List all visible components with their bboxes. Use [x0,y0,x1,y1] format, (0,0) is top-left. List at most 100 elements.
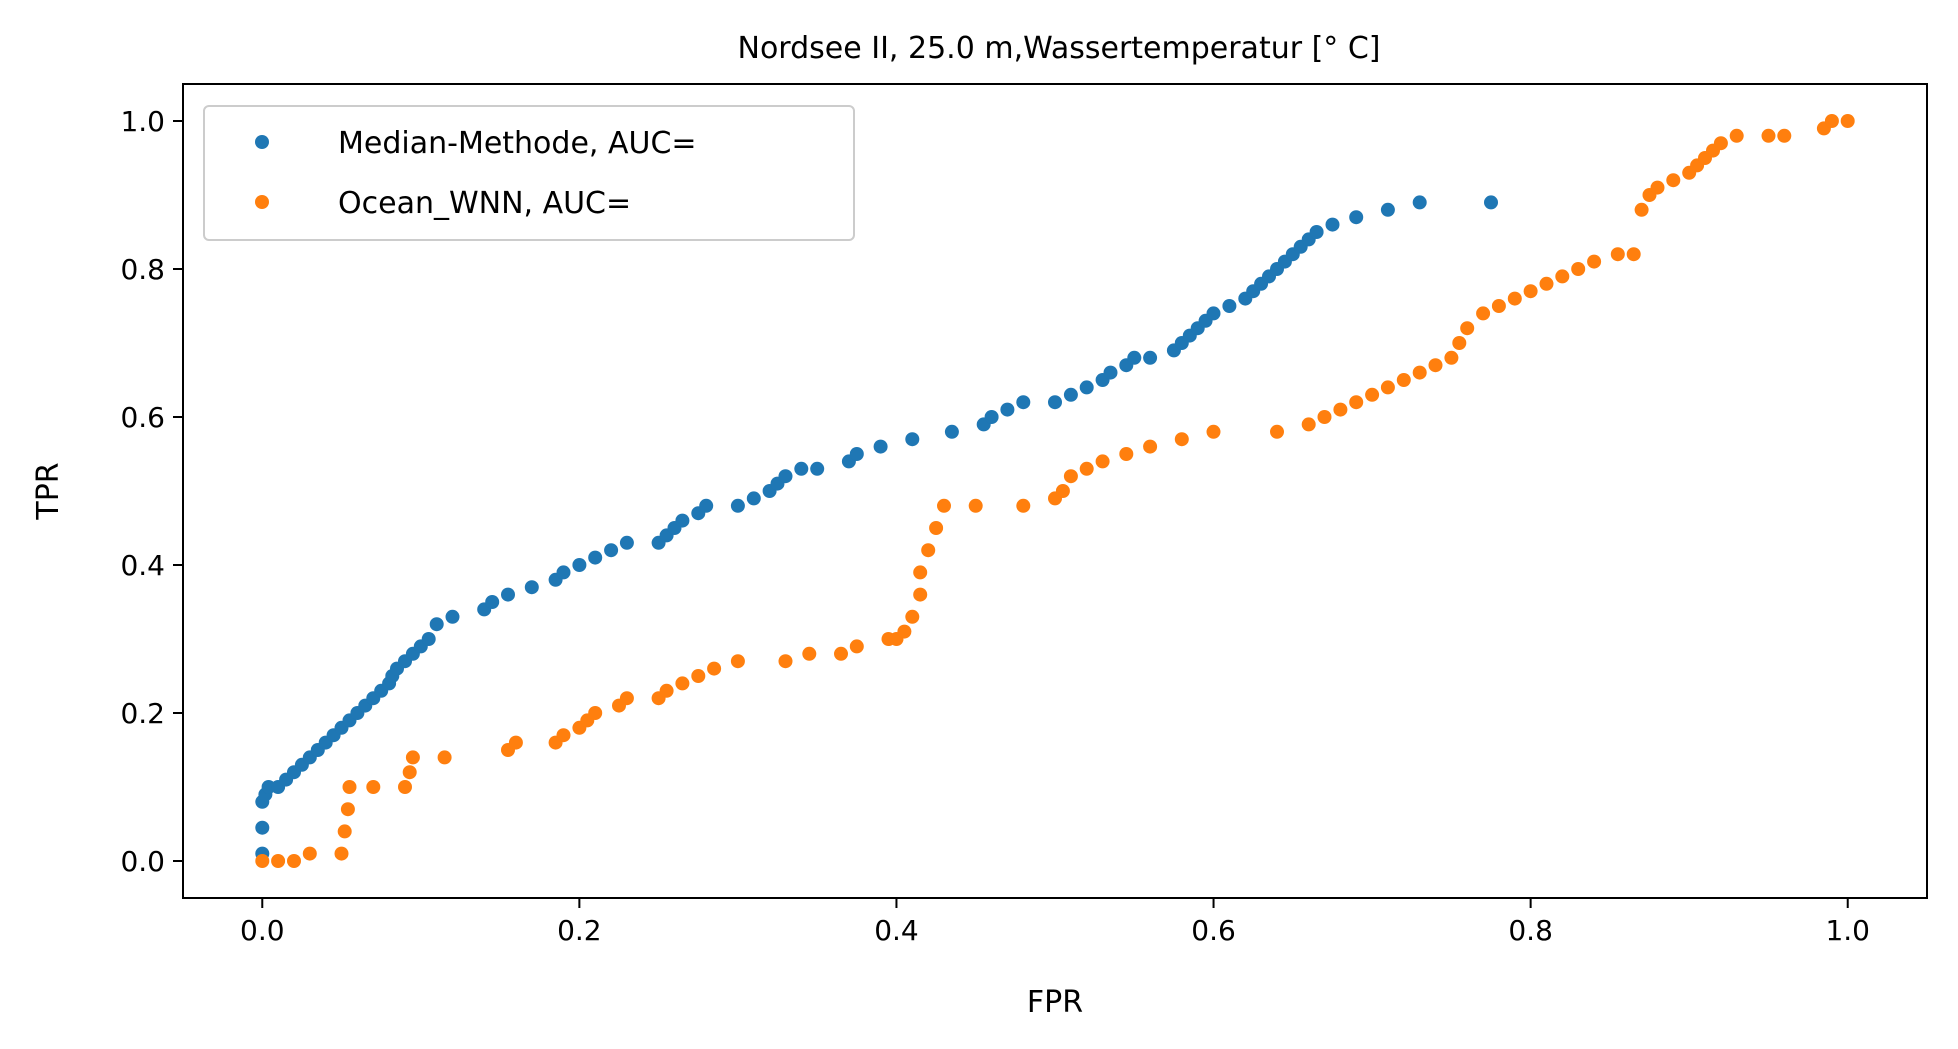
legend-box [203,105,855,241]
data-point [1079,461,1094,476]
data-point [1206,306,1221,321]
chart-title: Nordsee II, 25.0 m,Wassertemperatur [° C… [738,31,1381,66]
data-point [1055,484,1070,498]
data-point [691,669,706,683]
data-point [802,646,817,661]
data-point [778,654,793,669]
data-point [619,535,634,550]
data-point [1016,498,1031,513]
data-point [675,513,690,528]
data-point [929,521,944,535]
series-layer [255,114,1855,868]
data-point [778,469,793,484]
data-point [968,498,983,513]
data-point [1174,432,1189,447]
data-point [1063,387,1078,402]
x-tick-label: 0.2 [557,914,602,947]
data-point [1365,387,1380,402]
data-point [572,558,587,572]
data-point [1824,114,1839,128]
data-point [1333,402,1348,417]
data-point [366,780,381,794]
legend-marker [255,135,269,149]
data-point [1325,217,1340,232]
data-point [1491,299,1506,313]
data-point [1309,225,1324,239]
legend-marker [255,195,269,209]
y-tick-label: 0.0 [120,845,165,878]
data-point [1610,247,1625,262]
data-point [1222,299,1237,313]
y-tick-label: 1.0 [120,105,165,138]
data-point [255,854,270,868]
data-point [921,543,936,558]
data-point [1484,195,1498,210]
data-point [405,750,420,765]
data-point [1103,365,1118,380]
x-tick-label: 0.4 [874,914,919,947]
data-point [1587,254,1602,269]
data-point [1412,365,1427,380]
data-point [905,609,920,624]
data-point [421,632,436,646]
data-point [556,728,571,743]
data-point [1206,424,1221,439]
x-tick-label: 0.6 [1191,914,1236,947]
data-point [485,595,500,609]
data-point [1349,395,1364,410]
data-point [1539,276,1554,291]
data-point [1000,402,1015,417]
data-point [730,498,745,513]
data-point [604,543,619,558]
data-point [619,691,634,706]
data-point [1460,321,1475,336]
data-point [810,461,825,476]
y-axis: 0.0 0.2 0.4 0.6 0.8 1.0 [120,105,183,878]
x-tick-label: 1.0 [1825,914,1870,947]
data-point [1349,210,1364,225]
data-point [1626,247,1641,262]
data-point [524,580,539,595]
data-point [1380,380,1395,395]
data-point [834,646,848,661]
y-tick-label: 0.4 [120,549,165,582]
legend-label: Ocean_WNN, AUC= [338,186,631,221]
data-point [1048,395,1062,410]
data-point [340,802,355,817]
data-point [429,617,444,632]
data-point [849,639,864,654]
data-point [984,410,999,424]
x-axis: 0.0 0.2 0.4 0.6 0.8 1.0 [240,898,1870,947]
data-point [1317,410,1332,424]
legend-entries: Median-Methode, AUC= Ocean_WNN, AUC= [255,126,697,221]
data-point [437,750,452,765]
data-point [1523,284,1538,299]
data-point [255,820,270,835]
data-point [1127,350,1142,365]
data-point [1444,350,1459,365]
data-point [905,432,920,447]
data-point [937,498,951,513]
data-point [1301,417,1316,432]
data-point [1555,269,1570,284]
data-point [1571,262,1586,276]
data-point [1428,358,1443,373]
y-axis-title: TPR [31,462,66,520]
data-point [501,587,515,602]
data-point [508,735,523,750]
data-point [707,661,722,676]
data-point [402,765,417,780]
x-axis-title: FPR [1027,985,1083,1020]
data-point [746,491,761,506]
data-point [556,565,571,580]
plot-area: 0.0 0.2 0.4 0.6 0.8 1.0 0.0 0.2 0.4 0.6 0.8 1.0 [120,83,1928,947]
data-point [342,780,357,794]
data-point [588,706,603,720]
y-tick-label: 0.6 [120,401,165,434]
data-point [794,461,809,476]
data-point [398,780,412,794]
data-point [1634,202,1649,217]
data-point [271,854,286,868]
data-point [1119,447,1134,461]
